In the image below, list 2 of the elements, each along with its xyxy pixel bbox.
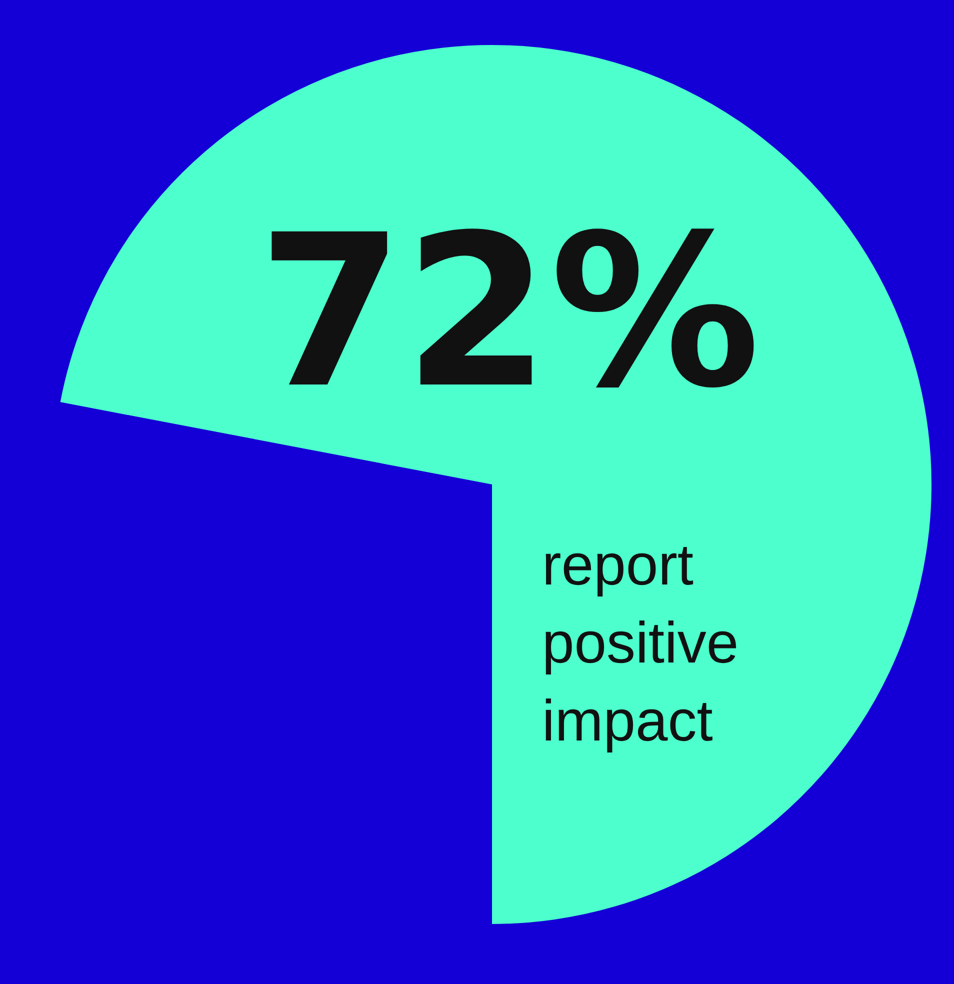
data-label: 72%: [258, 190, 760, 434]
slice-label: report positive impact: [542, 532, 739, 754]
